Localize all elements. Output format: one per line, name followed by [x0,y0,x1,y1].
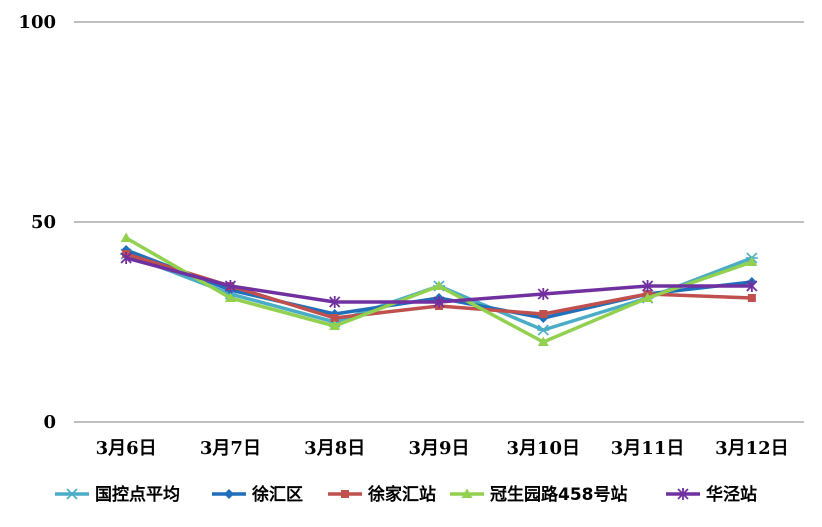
y-axis-tick-labels: 0 50 100 [18,12,56,433]
legend: 国控点平均 徐汇区 徐家汇站 冠生园路458号站 华泾站 [55,484,757,505]
x-tick-label: 3月10日 [506,438,580,459]
data-point [330,314,339,322]
legend-label: 徐汇区 [251,484,303,505]
legend-marker [677,488,689,500]
data-point [746,256,758,266]
x-tick-label: 3月11日 [611,438,685,459]
legend-item: 徐家汇站 [328,484,436,505]
data-point [537,324,550,336]
data-point [433,296,445,308]
x-tick-label: 3月8日 [304,438,365,459]
series-4 [120,232,758,346]
legend-marker [341,490,349,498]
data-point [641,280,654,292]
data-point [224,292,236,302]
legend-label: 冠生园路458号站 [490,484,628,505]
data-point [120,232,132,242]
x-tick-label: 3月9日 [408,438,469,459]
legend-label: 华泾站 [706,484,757,505]
data-point [747,294,756,302]
legend-item: 冠生园路458号站 [450,484,628,505]
data-point [746,280,758,292]
data-point [537,288,549,300]
legend-item: 国控点平均 [55,484,180,505]
x-tick-label: 3月12日 [715,438,789,459]
legend-label: 国控点平均 [95,484,180,505]
y-tick-label: 0 [43,412,56,433]
gridlines [74,21,804,423]
legend-label: 徐家汇站 [367,484,436,505]
legend-marker [66,488,78,500]
legend-item: 徐汇区 [212,484,303,505]
x-tick-label: 3月6日 [96,438,157,459]
data-point [329,296,341,308]
data-point [120,252,132,264]
data-point [539,310,548,318]
y-tick-label: 50 [31,212,56,233]
data-point [433,280,445,290]
data-point [642,292,654,302]
data-point [224,280,237,292]
data-point [537,336,549,346]
y-tick-label: 100 [18,12,56,33]
data-point [329,320,341,330]
series-5 [120,252,758,308]
x-tick-label: 3月7日 [200,438,261,459]
legend-marker [224,489,234,499]
x-axis-tick-labels: 3月6日 3月7日 3月8日 3月9日 3月10日 3月11日 3月12日 [96,438,789,459]
legend-marker [461,488,473,498]
legend-item: 华泾站 [666,484,757,505]
series-lines [120,232,758,346]
